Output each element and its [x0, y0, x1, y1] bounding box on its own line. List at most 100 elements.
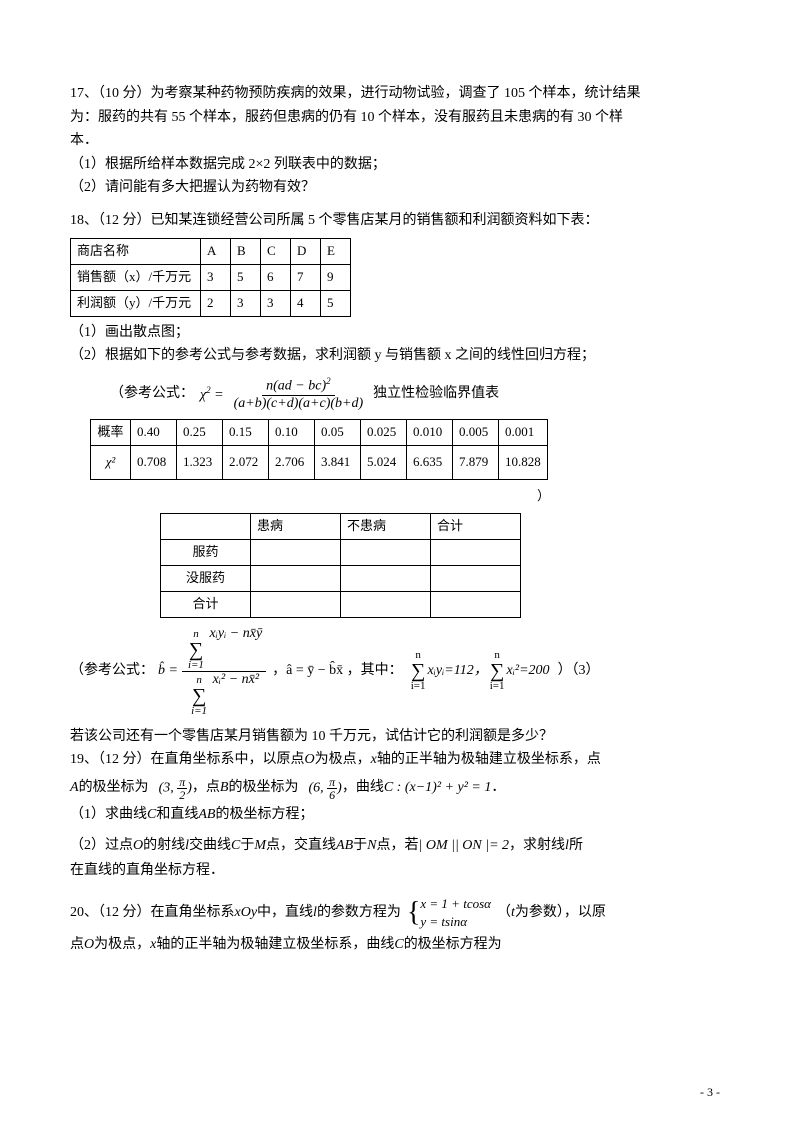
- text: ，曲线: [342, 777, 384, 799]
- cell: A: [201, 239, 231, 265]
- var-C: C: [394, 935, 403, 955]
- text: （2）过点: [70, 835, 133, 857]
- q18-part1: （1）画出散点图；: [70, 323, 730, 343]
- sales-table: 商店名称 A B C D E 销售额（x）/千万元 3 5 6 7 9 利润额（…: [70, 238, 351, 316]
- cell: [431, 565, 521, 591]
- mid-text: ，â = ȳ − b̂x̄ ，其中：: [272, 660, 403, 682]
- coord-A: (3, π2): [159, 776, 192, 801]
- table-row: 服药: [161, 539, 521, 565]
- cell: 0.10: [269, 420, 315, 446]
- text: ，点: [192, 777, 220, 799]
- cell: 0.15: [223, 420, 269, 446]
- curve-eq: C : (x−1)² + y² = 1: [384, 777, 492, 799]
- chi-square-formula: （参考公式： χ2 = n(ad − bc)2 (a+b)(c+d)(a+c)(…: [110, 376, 730, 413]
- var-C: C: [231, 835, 240, 857]
- table-row: 患病 不患病 合计: [161, 513, 521, 539]
- cell: [251, 539, 341, 565]
- sum1: xᵢyᵢ=112，: [427, 660, 487, 682]
- sum2: xᵢ²=200: [506, 660, 549, 682]
- stray-paren: ）: [70, 486, 550, 507]
- text: 的参数方程为: [317, 902, 401, 924]
- text: （1）求曲线: [70, 805, 147, 825]
- cell: 6: [261, 265, 291, 291]
- num-text: xᵢyᵢ − nx̄ȳ: [209, 626, 262, 641]
- text: 的极坐标方程为: [404, 935, 502, 955]
- q17-part2: （2）请问能有多大把握认为药物有效？: [70, 178, 730, 198]
- var-AB: AB: [336, 835, 353, 857]
- ref-prefix: （参考公式：: [70, 660, 154, 682]
- q19-line1: 19、（12 分）在直角坐标系中，以原点 O 为极点， x 轴的正半轴为极轴建立…: [70, 750, 730, 770]
- cell: C: [261, 239, 291, 265]
- text: ，求射线: [509, 835, 565, 857]
- cell: 0.25: [177, 420, 223, 446]
- condition: | OM || ON |= 2: [418, 835, 509, 857]
- chi-den: (a+b)(c+d)(a+c)(b+d): [230, 396, 368, 413]
- cell: 患病: [251, 513, 341, 539]
- cell: 0.005: [453, 420, 499, 446]
- bhat-label: b̂ =: [158, 660, 178, 682]
- sigma-icon: n∑i=1: [490, 650, 505, 692]
- cell: [251, 565, 341, 591]
- document-page: 17、（10 分）为考察某种药物预防疾病的效果，进行动物试验，调查了 105 个…: [0, 0, 800, 1132]
- regression-formula: （参考公式： b̂ = n∑i=1 xᵢyᵢ − nx̄ȳ n∑i=1 xᵢ² …: [70, 626, 730, 717]
- q17-line1: 17、（10 分）为考察某种药物预防疾病的效果，进行动物试验，调查了 105 个…: [70, 84, 730, 104]
- cell: 0.010: [407, 420, 453, 446]
- text: 为极点，: [94, 935, 150, 955]
- table-row: 销售额（x）/千万元 3 5 6 7 9: [71, 265, 351, 291]
- cell: 0.05: [315, 420, 361, 446]
- cell: 7: [291, 265, 321, 291]
- brace-icon: {: [407, 899, 420, 927]
- text: 于: [240, 835, 254, 857]
- cell: 3: [261, 290, 291, 316]
- text: 的极坐标为: [228, 777, 298, 799]
- cell: 2.706: [269, 445, 315, 479]
- cell: 不患病: [341, 513, 431, 539]
- text: 19、（12 分）在直角坐标系中，以原点: [70, 750, 305, 770]
- cell: 10.828: [499, 445, 548, 479]
- text: （: [497, 902, 511, 924]
- cell: [341, 591, 431, 617]
- eq-y: y = tsinα: [420, 913, 491, 931]
- text: 和直线: [156, 805, 198, 825]
- bhat-fraction: n∑i=1 xᵢyᵢ − nx̄ȳ n∑i=1 xᵢ² − nx̄²: [182, 626, 266, 717]
- q19-part2-line2: 在直线的直角坐标方程．: [70, 861, 730, 881]
- table-row: 没服药: [161, 565, 521, 591]
- sigma-icon: n∑i=1: [191, 675, 207, 717]
- q18-head: 18、（12 分）已知某连锁经营公司所属 5 个零售店某月的销售额和利润额资料如…: [70, 210, 730, 232]
- q20-line2: 点 O 为极点， x 轴的正半轴为极轴建立极坐标系，曲线 C 的极坐标方程为: [70, 935, 730, 955]
- cell: [431, 591, 521, 617]
- q17-part1: （1）根据所给样本数据完成 2×2 列联表中的数据；: [70, 155, 730, 175]
- table-row: 商店名称 A B C D E: [71, 239, 351, 265]
- ref-suffix: ）（3）: [558, 660, 600, 682]
- q18-part2: （2）根据如下的参考公式与参考数据，求利润额 y 与销售额 x 之间的线性回归方…: [70, 346, 730, 366]
- cell: 5: [321, 290, 351, 316]
- table-row: 利润额（y）/千万元 2 3 3 4 5: [71, 290, 351, 316]
- cell: 合计: [431, 513, 521, 539]
- chi-suffix: 独立性检验临界值表: [373, 383, 499, 405]
- cell: D: [291, 239, 321, 265]
- cell: 1.323: [177, 445, 223, 479]
- cell: [341, 565, 431, 591]
- cell: 0.025: [361, 420, 407, 446]
- cell: [341, 539, 431, 565]
- var-O: O: [133, 835, 143, 857]
- text: 的极坐标为: [79, 777, 149, 799]
- text: 交曲线: [189, 835, 231, 857]
- chi-critical-table: 概率 0.40 0.25 0.15 0.10 0.05 0.025 0.010 …: [90, 419, 548, 480]
- page-number: - 3 -: [700, 1083, 720, 1102]
- contingency-table: 患病 不患病 合计 服药 没服药 合计: [160, 513, 521, 618]
- chi-num: n(ad − bc): [266, 379, 326, 394]
- table-row: 概率 0.40 0.25 0.15 0.10 0.05 0.025 0.010 …: [91, 420, 548, 446]
- text: 20、（12 分）在直角坐标系: [70, 902, 235, 924]
- q19-line2: A 的极坐标为 (3, π2) ，点 B 的极坐标为 (6, π6) ，曲线 C…: [70, 776, 730, 801]
- text: 所: [569, 835, 583, 857]
- cell: 服药: [161, 539, 251, 565]
- var-A: A: [70, 777, 79, 799]
- text: 中，直线: [257, 902, 313, 924]
- table-row: χ² 0.708 1.323 2.072 2.706 3.841 5.024 6…: [91, 445, 548, 479]
- cell: χ²: [91, 445, 131, 479]
- param-equation: { x = 1 + tcosα y = tsinα: [407, 895, 491, 931]
- cell: 3.841: [315, 445, 361, 479]
- q19-part2-line1: （2）过点 O 的射线 l 交曲线 C 于 M 点，交直线 AB 于 N 点，若…: [70, 835, 730, 857]
- q17-line3: 本．: [70, 131, 730, 151]
